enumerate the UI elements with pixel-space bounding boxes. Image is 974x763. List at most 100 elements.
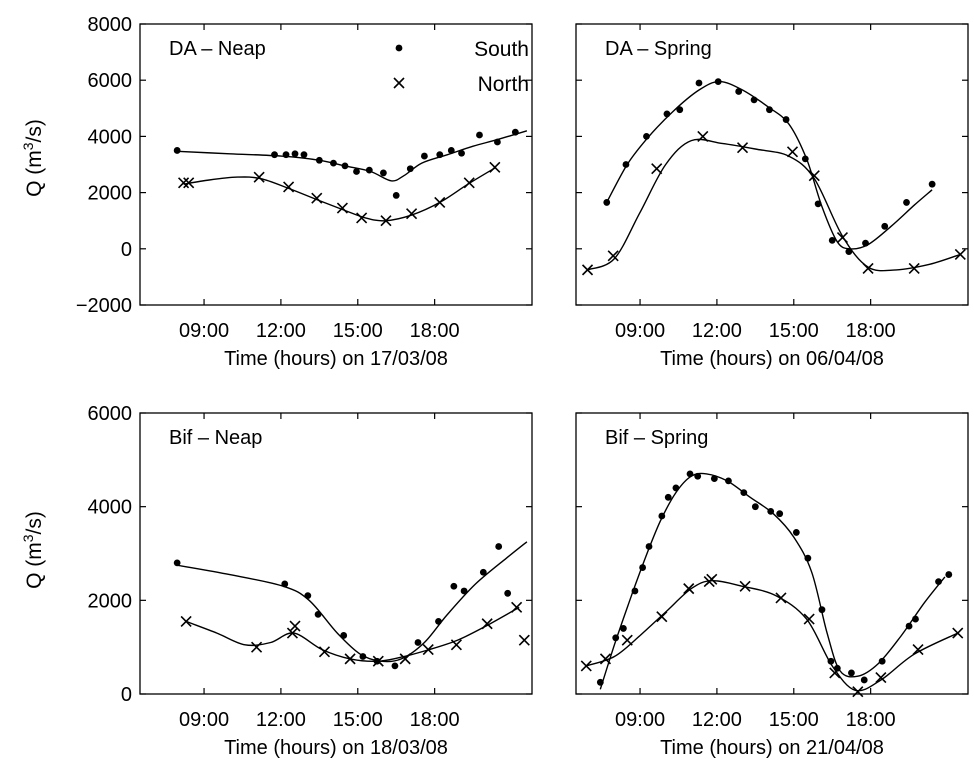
- data-point: [420, 152, 428, 160]
- data-point: [903, 199, 910, 206]
- data-point: [829, 667, 841, 679]
- data-point: [180, 615, 192, 627]
- data-point: [736, 142, 749, 154]
- cross-stroke: [697, 130, 709, 142]
- data-point: [860, 676, 868, 684]
- series-line: [183, 166, 497, 222]
- cross-stroke: [399, 653, 411, 665]
- series-south: [603, 78, 936, 256]
- data-point: [314, 610, 322, 618]
- cross-stroke: [656, 611, 668, 623]
- data-point: [862, 239, 869, 247]
- data-point: [406, 165, 414, 173]
- data-point: [330, 159, 337, 167]
- data-point: [286, 627, 299, 639]
- series-line: [585, 579, 959, 692]
- data-point: [639, 564, 647, 571]
- data-point: [945, 571, 953, 578]
- cross-stroke: [253, 171, 265, 183]
- data-point: [318, 646, 331, 658]
- data-point: [599, 653, 612, 665]
- x-tick-label: 15:00: [769, 709, 819, 731]
- data-point: [786, 146, 799, 158]
- cross-stroke: [954, 248, 966, 260]
- data-point: [365, 166, 373, 174]
- data-point: [489, 161, 501, 173]
- data-point: [458, 149, 465, 157]
- cross-stroke: [912, 643, 924, 656]
- axes-frame: [575, 23, 969, 306]
- data-point: [380, 215, 392, 227]
- data-point: [875, 672, 887, 684]
- series-north: [581, 130, 966, 276]
- axes-frame: [139, 23, 533, 306]
- cross-stroke: [607, 250, 619, 262]
- cross-stroke: [836, 231, 849, 244]
- series-south: [596, 470, 953, 690]
- data-point: [751, 503, 759, 511]
- data-point: [315, 156, 323, 164]
- x-axis-label: Time (hours) on 18/03/08: [224, 737, 448, 759]
- data-point: [476, 131, 483, 139]
- data-point: [706, 573, 718, 585]
- data-point: [435, 618, 442, 625]
- data-point: [767, 507, 775, 515]
- data-point: [291, 150, 299, 158]
- data-point: [619, 625, 627, 632]
- panel-label: Bif – Neap: [169, 427, 262, 449]
- data-point: [775, 592, 787, 604]
- data-point: [607, 250, 619, 262]
- data-point: [622, 161, 630, 168]
- y-tick-label: 0: [121, 684, 132, 706]
- series-north: [180, 601, 530, 667]
- cross-stroke: [286, 627, 299, 639]
- data-point: [271, 151, 278, 159]
- cross-stroke: [356, 212, 368, 224]
- data-point: [881, 222, 889, 230]
- cross-stroke: [422, 643, 434, 656]
- data-point: [177, 177, 190, 189]
- data-point: [353, 168, 360, 175]
- data-point: [697, 130, 709, 142]
- panel-da-spring: 09:00 12:00 15:00 18:00 Time (hours) on 06/0…: [575, 23, 969, 370]
- data-point: [954, 248, 966, 260]
- legend-label: North: [478, 73, 529, 96]
- x-tick-label: 18:00: [846, 320, 896, 342]
- cross-stroke: [829, 667, 841, 679]
- y-tick-label: 2000: [88, 183, 133, 205]
- cross-stroke: [489, 161, 501, 173]
- data-point: [434, 196, 446, 209]
- x-tick-label: 09:00: [179, 320, 229, 342]
- x-tick-label: 15:00: [769, 320, 819, 342]
- cross-stroke: [518, 634, 530, 646]
- data-point: [450, 639, 462, 651]
- series-line: [177, 130, 528, 182]
- data-point: [631, 587, 639, 595]
- data-point: [173, 559, 181, 567]
- series-north: [177, 161, 501, 227]
- panel-label: DA – Neap: [169, 38, 266, 60]
- x-tick-label: 12:00: [692, 320, 742, 342]
- data-point: [300, 151, 308, 159]
- data-point: [645, 543, 653, 550]
- data-point: [581, 264, 594, 276]
- x-axis-label: Time (hours) on 17/03/08: [224, 348, 448, 370]
- data-point: [479, 568, 487, 576]
- data-point: [912, 643, 924, 656]
- cross-stroke: [180, 615, 192, 627]
- x-axis-label: Time (hours) on 06/04/08: [660, 348, 884, 370]
- cross-stroke: [683, 583, 695, 595]
- y-axis-label-top: Q (m3/s): [20, 119, 46, 197]
- cross-stroke: [599, 653, 612, 665]
- legend-marker: [395, 44, 403, 52]
- y-tick-label: 0: [121, 239, 132, 261]
- data-point: [436, 151, 444, 159]
- cross-stroke: [580, 660, 592, 672]
- data-point: [391, 662, 399, 670]
- panel-label: DA – Spring: [605, 38, 712, 60]
- data-point: [908, 262, 920, 275]
- data-point: [658, 512, 666, 520]
- cross-stroke: [318, 646, 331, 658]
- y-tick-label: 2000: [88, 590, 133, 612]
- data-point: [695, 79, 703, 87]
